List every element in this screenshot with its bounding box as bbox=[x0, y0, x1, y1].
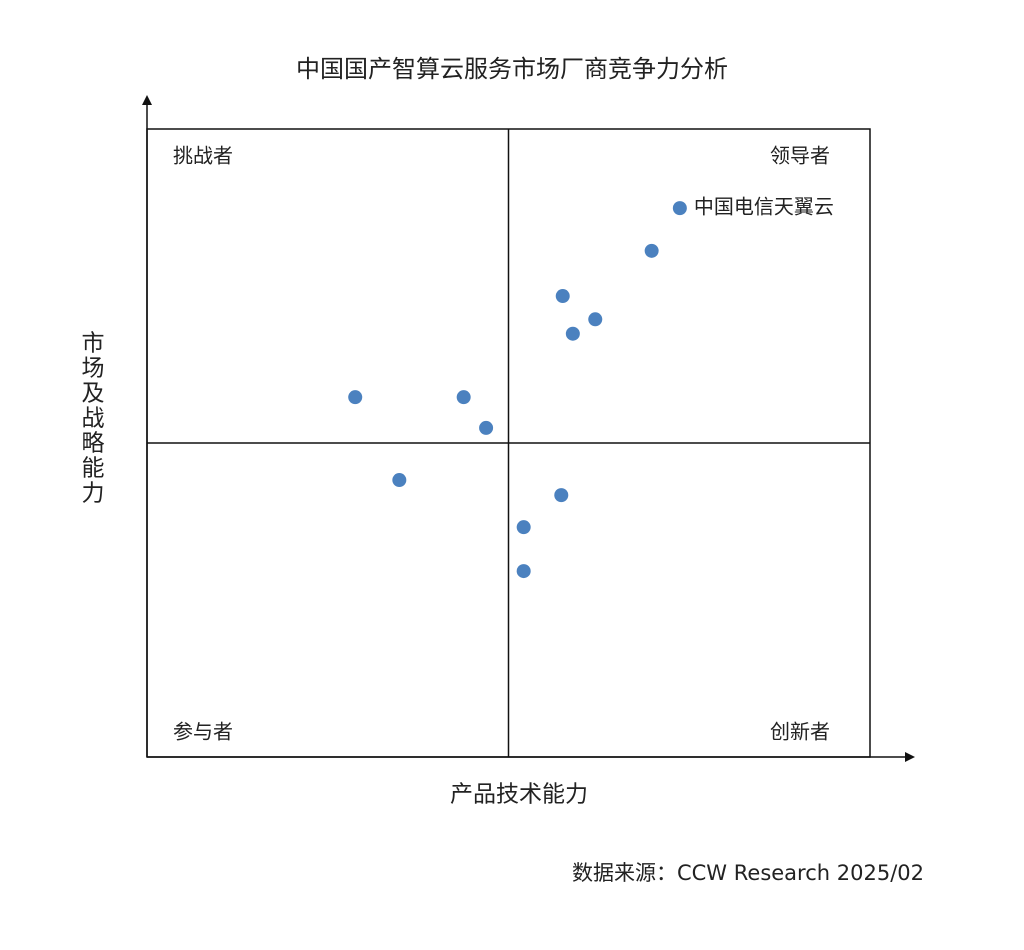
data-point bbox=[555, 289, 570, 304]
data-point bbox=[456, 390, 471, 405]
data-point bbox=[644, 243, 659, 258]
data-point bbox=[565, 326, 580, 341]
y-axis-label: 市场及战略能力 bbox=[77, 331, 105, 506]
data-point bbox=[348, 390, 363, 405]
quadrant-label: 领导者 bbox=[770, 144, 830, 168]
source-note: 数据来源：CCW Research 2025/02 bbox=[572, 861, 924, 885]
quadrant-label: 创新者 bbox=[770, 720, 830, 744]
quadrant-label: 挑战者 bbox=[173, 144, 233, 168]
x-axis-label: 产品技术能力 bbox=[450, 782, 588, 808]
quadrant-label: 参与者 bbox=[173, 720, 233, 744]
data-point bbox=[554, 488, 569, 503]
data-point bbox=[479, 420, 494, 435]
data-point bbox=[516, 564, 531, 579]
chart-title: 中国国产智算云服务市场厂商竞争力分析 bbox=[296, 55, 728, 83]
data-point bbox=[672, 201, 687, 216]
point-label: 中国电信天翼云 bbox=[694, 195, 834, 219]
data-point bbox=[588, 312, 603, 327]
data-point bbox=[516, 520, 531, 535]
data-point bbox=[392, 473, 407, 488]
